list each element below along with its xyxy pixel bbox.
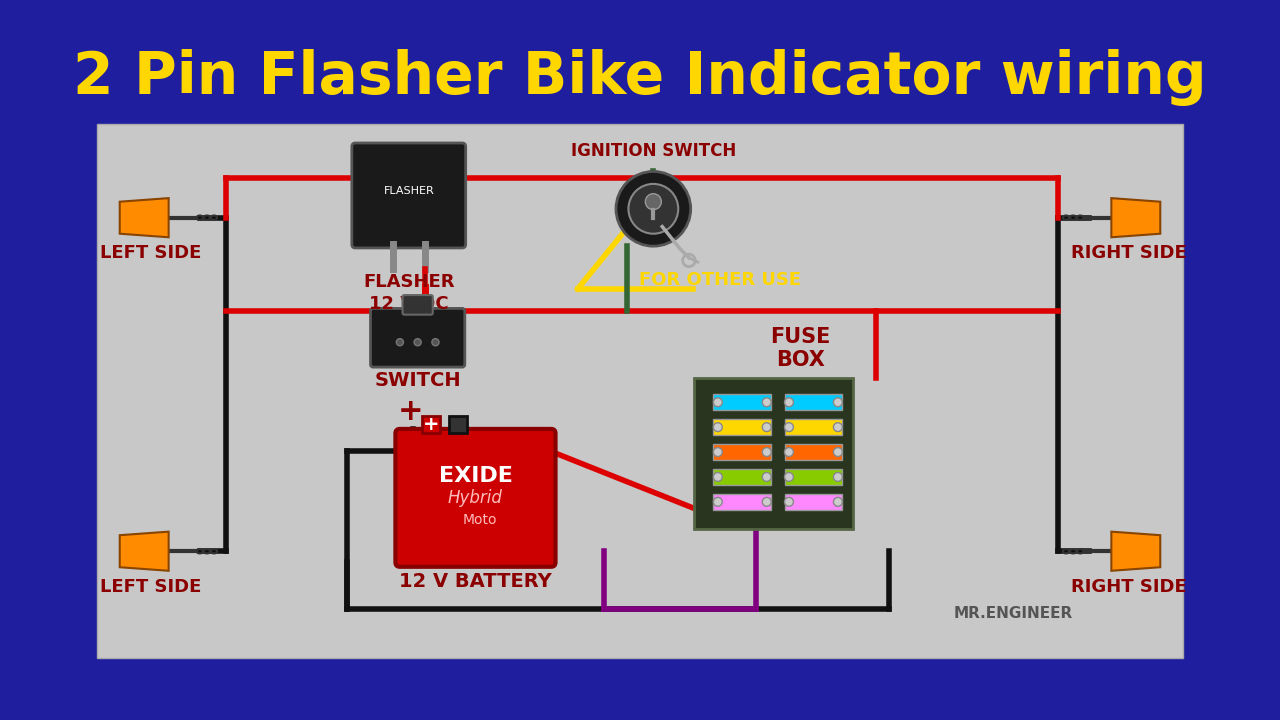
- Circle shape: [833, 472, 842, 482]
- Circle shape: [763, 448, 771, 456]
- Text: IGNITION SWITCH: IGNITION SWITCH: [571, 142, 736, 160]
- Text: 2 Pin Flasher Bike Indicator wiring: 2 Pin Flasher Bike Indicator wiring: [73, 49, 1207, 106]
- Bar: [713, 419, 771, 435]
- Circle shape: [645, 194, 662, 210]
- Circle shape: [763, 397, 771, 407]
- Text: RIGHT SIDE: RIGHT SIDE: [1071, 577, 1187, 595]
- Text: FOR OTHER USE: FOR OTHER USE: [639, 271, 801, 289]
- Polygon shape: [1111, 198, 1160, 238]
- Text: LEFT SIDE: LEFT SIDE: [100, 577, 201, 595]
- Bar: [449, 415, 467, 433]
- Circle shape: [785, 448, 794, 456]
- Text: +: +: [422, 415, 439, 434]
- Text: LEFT SIDE: LEFT SIDE: [100, 244, 201, 262]
- Circle shape: [431, 338, 439, 346]
- Bar: [785, 469, 842, 485]
- Circle shape: [616, 171, 691, 246]
- Text: RIGHT SIDE: RIGHT SIDE: [1071, 244, 1187, 262]
- Circle shape: [833, 423, 842, 431]
- Circle shape: [833, 397, 842, 407]
- Circle shape: [713, 498, 722, 506]
- Bar: [422, 415, 440, 433]
- Text: FLASHER
12 V DC: FLASHER 12 V DC: [364, 273, 454, 313]
- FancyBboxPatch shape: [694, 378, 852, 528]
- Text: EXIDE: EXIDE: [439, 466, 512, 485]
- Bar: [713, 395, 771, 410]
- Circle shape: [785, 423, 794, 431]
- Text: Moto: Moto: [462, 513, 497, 527]
- Bar: [97, 125, 1183, 658]
- Circle shape: [397, 338, 403, 346]
- Text: MR.ENGINEER: MR.ENGINEER: [954, 606, 1073, 621]
- Circle shape: [763, 423, 771, 431]
- Text: +: +: [398, 397, 424, 426]
- Bar: [785, 494, 842, 510]
- Bar: [785, 395, 842, 410]
- FancyBboxPatch shape: [396, 429, 556, 567]
- FancyBboxPatch shape: [352, 143, 466, 248]
- Bar: [70, 40, 1210, 115]
- Circle shape: [785, 472, 794, 482]
- Polygon shape: [120, 531, 169, 571]
- Circle shape: [785, 397, 794, 407]
- Circle shape: [833, 448, 842, 456]
- Bar: [785, 444, 842, 460]
- Circle shape: [713, 397, 722, 407]
- Bar: [713, 494, 771, 510]
- Text: FLASHER: FLASHER: [384, 186, 434, 196]
- Circle shape: [785, 498, 794, 506]
- Circle shape: [763, 472, 771, 482]
- Bar: [785, 419, 842, 435]
- Circle shape: [628, 184, 678, 234]
- FancyBboxPatch shape: [402, 295, 433, 315]
- Polygon shape: [1111, 531, 1160, 571]
- Circle shape: [415, 338, 421, 346]
- Circle shape: [713, 423, 722, 431]
- Polygon shape: [120, 198, 169, 238]
- Circle shape: [713, 448, 722, 456]
- Circle shape: [713, 472, 722, 482]
- FancyBboxPatch shape: [370, 308, 465, 367]
- Bar: [713, 444, 771, 460]
- Bar: [713, 469, 771, 485]
- Circle shape: [763, 498, 771, 506]
- Text: FUSE
BOX: FUSE BOX: [769, 328, 831, 371]
- Text: Hybrid: Hybrid: [448, 489, 503, 507]
- Text: SWITCH: SWITCH: [374, 371, 461, 390]
- Text: 12 V BATTERY: 12 V BATTERY: [399, 572, 552, 591]
- Circle shape: [833, 498, 842, 506]
